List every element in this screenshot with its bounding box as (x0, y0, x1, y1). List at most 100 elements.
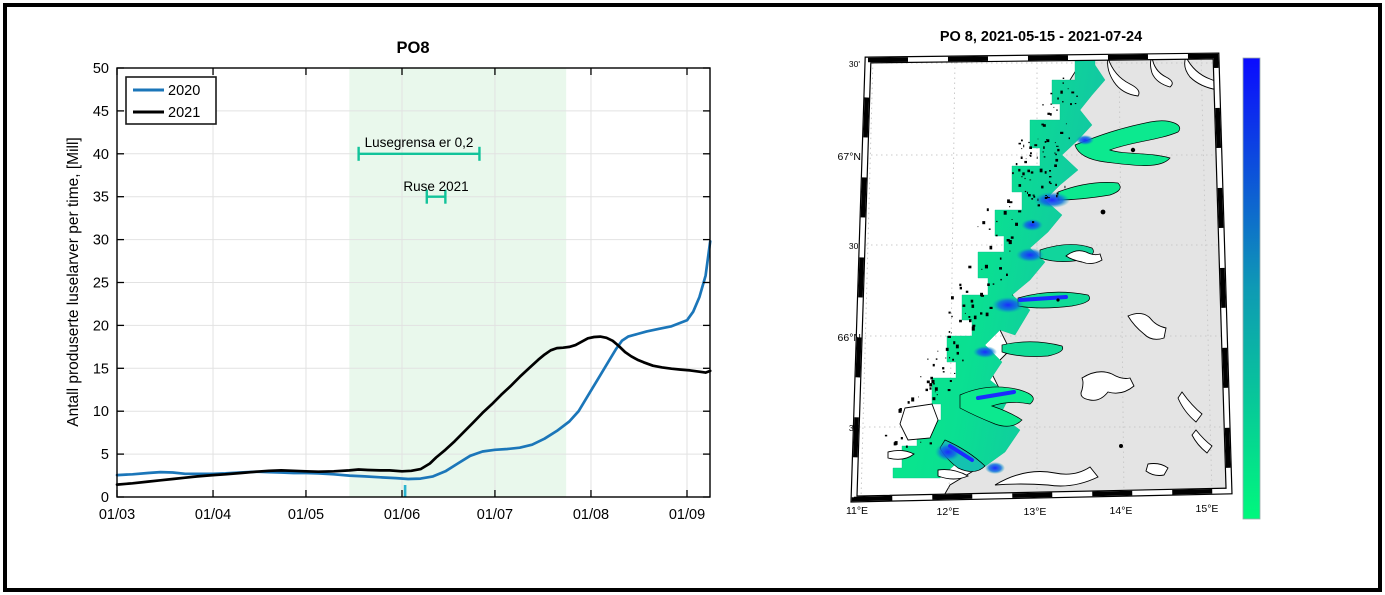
skerry-dot (1003, 210, 1007, 215)
skerry-dot (1010, 236, 1014, 239)
skerry-dot (1044, 196, 1048, 199)
x-tick-label: 01/05 (288, 507, 324, 523)
skerry-dot (1071, 91, 1075, 94)
skerry-dot (953, 341, 956, 345)
skerry-dot (986, 208, 989, 212)
skerry-dot (942, 367, 945, 370)
skerry-dot (954, 372, 956, 374)
skerry-dot (964, 312, 966, 314)
skerry-dot (1030, 152, 1032, 155)
skerry-dot (949, 380, 952, 382)
y-tick-label: 20 (93, 318, 109, 334)
skerry-dot (1049, 170, 1051, 172)
skerry-dot (989, 306, 993, 309)
skerry-dot (999, 257, 1002, 260)
skerry-dot (955, 344, 959, 349)
skerry-dot (905, 445, 908, 448)
skerry-dot (1055, 183, 1057, 186)
skerry-dot (933, 383, 935, 385)
skerry-dot (934, 387, 938, 391)
skerry-dot (934, 391, 936, 393)
skerry-dot (1024, 177, 1026, 180)
skerry-dot (911, 397, 915, 402)
skerry-dot (982, 221, 986, 225)
skerry-dot (1037, 198, 1039, 201)
x-tick-label: 01/07 (477, 507, 513, 523)
ruse-annotation-label: Ruse 2021 (403, 179, 468, 194)
skerry-dot (971, 304, 975, 308)
skerry-dot (1050, 103, 1053, 105)
skerry-dot (972, 324, 976, 327)
skerry-dot (1043, 146, 1045, 149)
x-tick-label: 01/03 (99, 507, 135, 523)
skerry-dot (1062, 77, 1065, 79)
lat-label: 30' (849, 423, 860, 433)
skerry-dot (959, 286, 962, 290)
skerry-dot (884, 434, 888, 437)
skerry-dot (937, 350, 939, 352)
inland-dots (1056, 147, 1136, 448)
skerry-dot (968, 265, 972, 269)
skerry-dot (965, 290, 969, 293)
lon-label: 15°E (1196, 503, 1219, 515)
skerry-dot (1023, 144, 1025, 148)
x-tick-labels: 01/03 01/04 01/05 01/06 01/07 01/08 01/09 (99, 507, 705, 523)
x-tick-label: 01/08 (573, 507, 609, 523)
lon-label: 14°E (1110, 505, 1133, 517)
graticule (854, 56, 1228, 499)
chart-title: PO8 (396, 39, 429, 57)
y-tick-label: 10 (93, 404, 109, 420)
lusegrensa-annotation-label: Lusegrensa er 0,2 (365, 135, 474, 150)
skerry-dot (995, 234, 998, 237)
skerry-dot (1024, 190, 1027, 193)
skerry-dot (1062, 82, 1064, 84)
skerry-dot (1054, 164, 1057, 167)
skerry-dot (951, 296, 954, 300)
skerry-dot (1044, 171, 1047, 174)
skerry-dot (1041, 123, 1044, 126)
skerry-dot (947, 389, 951, 392)
skerry-dot (980, 292, 983, 297)
lice-production-chart: Lusegrensa er 0,2 Ruse 2021 01/03 01/04 01… (65, 39, 712, 523)
skerry-dot (1000, 278, 1002, 281)
skerry-dot (1029, 146, 1032, 149)
skerry-dot (1037, 138, 1039, 140)
skerry-dot (1042, 151, 1044, 153)
skerry-dot (918, 396, 919, 398)
skerry-dot (900, 437, 903, 440)
skerry-dot (1021, 148, 1023, 150)
lat-label: 66°N (838, 332, 861, 344)
skerry-dot (1053, 106, 1055, 108)
skerry-dot (1027, 191, 1028, 194)
skerry-dot (1031, 198, 1034, 200)
legend-box (125, 76, 217, 125)
skerry-dot (962, 359, 964, 362)
skerry-dot (959, 283, 962, 287)
skerry-dot (1028, 141, 1030, 144)
skerry-dot (1028, 194, 1031, 197)
skerry-dot (945, 357, 947, 359)
skerry-dot (1009, 206, 1011, 208)
lat-label: 30' (849, 59, 860, 69)
skerry-dot (1050, 182, 1052, 185)
skerry-dot (1018, 168, 1021, 172)
y-tick-label: 25 (93, 276, 109, 292)
skerry-dot (907, 401, 910, 404)
skerry-dot (1054, 152, 1056, 154)
y-tick-label: 15 (93, 361, 109, 377)
skerry-dot (899, 408, 902, 411)
skerry-dot (894, 441, 898, 445)
skerry-dot (1067, 88, 1069, 90)
skerry-dot (996, 220, 998, 223)
skerry-dot (981, 268, 983, 270)
skerry-dot (930, 376, 933, 380)
skerry-dot (920, 441, 922, 443)
skerry-dot (999, 267, 1002, 270)
lon-label: 13°E (1024, 506, 1047, 518)
skerry-dot (1006, 273, 1008, 276)
skerry-dot (1047, 112, 1050, 115)
longitude-labels: 11°E 12°E 13°E 14°E 15°E (846, 503, 1219, 518)
skerry-dot (1000, 267, 1002, 269)
skerry-dot (1056, 145, 1059, 147)
skerry-dot (962, 304, 966, 307)
